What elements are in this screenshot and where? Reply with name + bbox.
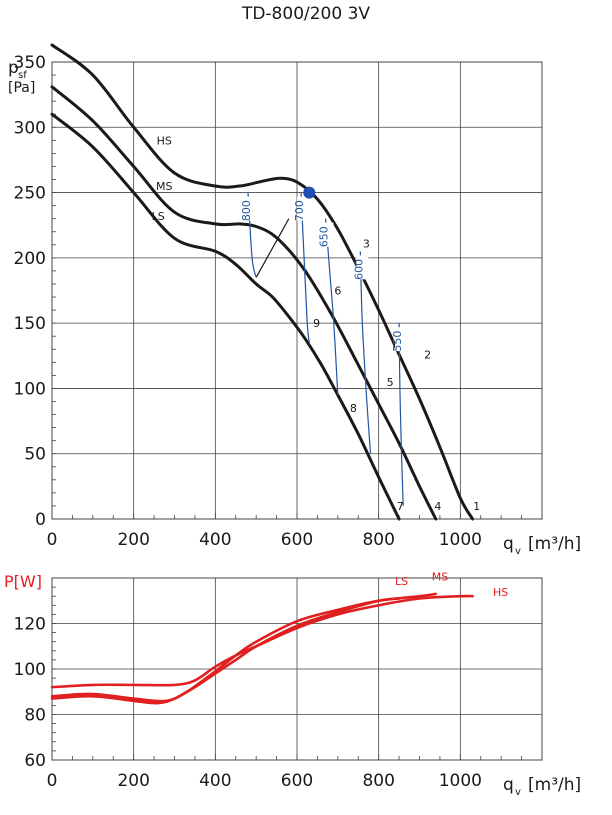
pressure-chart: 0 200 400 600 800 1000 0 50 100 150 200 250 300 350 80… — [14, 43, 543, 550]
rpm-label-bg — [321, 222, 334, 247]
system-point-label: 8 — [350, 402, 357, 415]
x-tick-label: 1000 — [439, 530, 482, 550]
system-point-label: 3 — [363, 237, 370, 250]
chart-title: TD-800/200 3V — [241, 4, 371, 24]
x-axis-label-sub: v — [515, 546, 521, 557]
fan-curve-hs — [50, 43, 475, 521]
fan-curve-ls — [50, 112, 401, 521]
y-axis-label-sub: sf — [18, 70, 27, 81]
y-tick-label: 50 — [24, 445, 46, 465]
power-curve-ls — [50, 597, 401, 705]
system-point-label: 2 — [424, 348, 431, 361]
power-chart: 0 200 400 600 800 1000 60 80 100 120 LS MS HS — [14, 570, 543, 791]
y-tick-label: 100 — [14, 660, 46, 680]
power-label-hs: HS — [493, 586, 508, 599]
system-point-label: 6 — [334, 284, 341, 297]
x-tick-label: 1000 — [439, 771, 482, 791]
x-tick-label: 600 — [281, 771, 313, 791]
power-axis-label: P[W] — [4, 572, 42, 591]
power-label-ms: MS — [432, 570, 448, 583]
y-axis-label-main: p — [8, 58, 19, 78]
power-label-ls: LS — [395, 575, 408, 588]
y-tick-label: 150 — [14, 314, 46, 334]
rpm-label-700: 700 — [293, 200, 306, 221]
rpm-label-bg — [395, 327, 408, 352]
operating-point — [303, 186, 316, 199]
rpm-label-550: 550 — [391, 331, 404, 352]
x-tick-label: 800 — [362, 771, 394, 791]
y-tick-label: 120 — [14, 615, 46, 635]
y-axis-unit: [Pa] — [8, 80, 35, 96]
rpm-label-650: 650 — [318, 226, 331, 247]
system-point-label: 5 — [387, 376, 394, 389]
system-line — [255, 218, 290, 278]
power-x-axis-unit: [m³/h] — [528, 775, 581, 795]
x-tick-label: 400 — [199, 530, 231, 550]
fan-curve-ms — [50, 85, 438, 521]
curve-label-ls: LS — [152, 210, 165, 223]
y-tick-label: 250 — [14, 184, 46, 204]
curve-label-ms: MS — [156, 180, 172, 193]
rpm-label-bg — [356, 255, 369, 280]
rpm-line-700 — [300, 192, 310, 343]
system-point-label: 1 — [473, 500, 480, 513]
system-point-label: 7 — [397, 500, 404, 513]
y-tick-label: 100 — [14, 379, 46, 399]
y-tick-label: 60 — [24, 751, 46, 771]
y-tick-label: 200 — [14, 249, 46, 269]
x-axis-unit: [m³/h] — [528, 534, 581, 554]
system-point-label: 9 — [313, 317, 320, 330]
y-tick-label: 300 — [14, 118, 46, 138]
power-x-axis-label-sub: v — [515, 787, 521, 798]
y-tick-label: 0 — [35, 510, 46, 530]
system-point-label: 4 — [434, 500, 441, 513]
power-curve-hs — [50, 594, 474, 689]
x-tick-label: 0 — [47, 530, 58, 550]
rpm-line-600 — [359, 251, 372, 454]
x-axis-label-main: q — [503, 534, 514, 554]
x-tick-label: 400 — [199, 771, 231, 791]
curve-label-hs: HS — [157, 134, 172, 147]
rpm-label-bg — [244, 196, 256, 221]
rpm-label-600: 600 — [352, 259, 365, 280]
y-tick-label: 80 — [24, 706, 46, 726]
y-tick-label: 350 — [14, 53, 46, 73]
x-tick-label: 800 — [362, 530, 394, 550]
rpm-label-800: 800 — [240, 200, 253, 221]
power-x-axis-label-main: q — [503, 775, 514, 795]
x-tick-label: 0 — [47, 771, 58, 791]
x-tick-label: 200 — [117, 530, 149, 550]
rpm-label-bg — [297, 196, 310, 221]
x-tick-label: 200 — [117, 771, 149, 791]
x-tick-label: 600 — [281, 530, 313, 550]
